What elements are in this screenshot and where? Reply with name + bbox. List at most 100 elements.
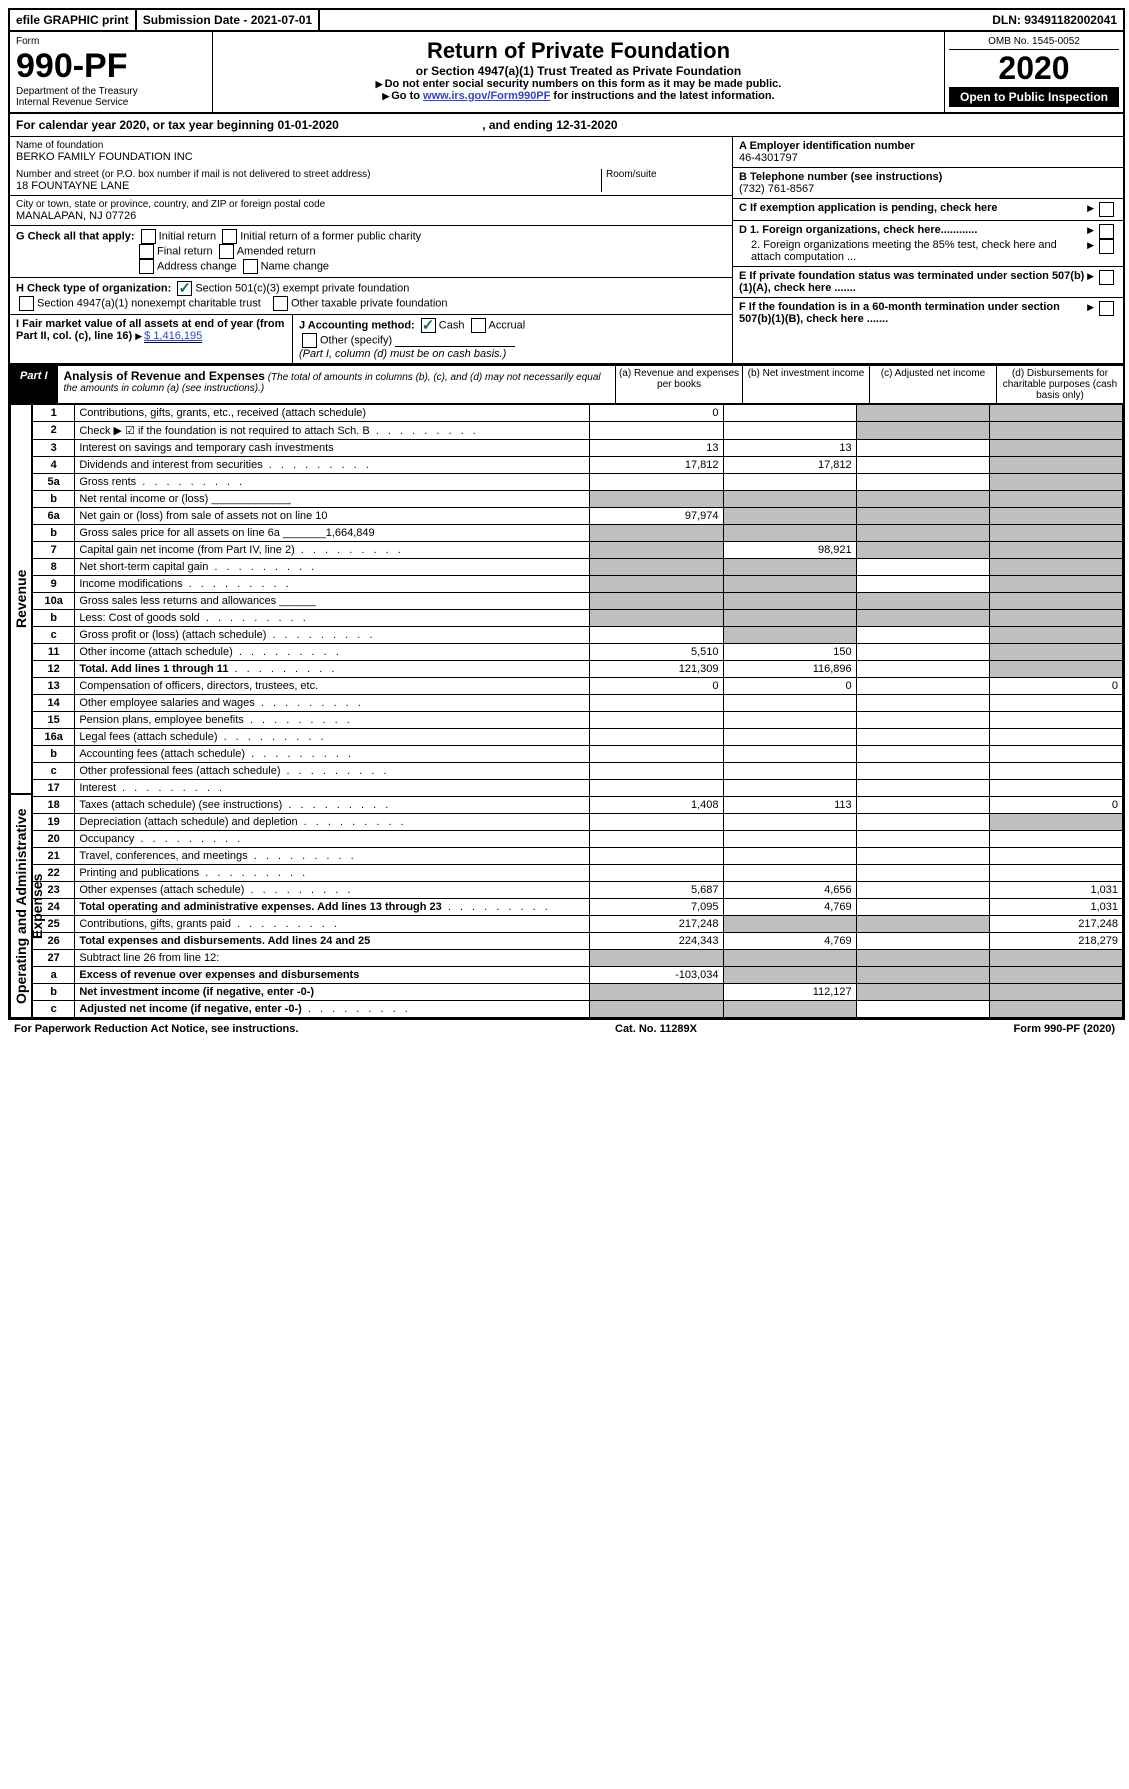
phone: (732) 761-8567 [739, 183, 814, 195]
cell-d [989, 491, 1122, 508]
phone-label: B Telephone number (see instructions) [739, 171, 942, 183]
row-number: 6a [33, 508, 75, 525]
irs-link[interactable]: www.irs.gov/Form990PF [423, 90, 550, 102]
row-number: 9 [33, 576, 75, 593]
cash-check[interactable] [421, 318, 436, 333]
501c3-check[interactable] [177, 281, 192, 296]
cell-c [856, 661, 989, 678]
row-number: 7 [33, 542, 75, 559]
cell-d [989, 695, 1122, 712]
cell-c [856, 814, 989, 831]
cell-d [989, 814, 1122, 831]
table-row: bLess: Cost of goods sold [33, 610, 1123, 627]
cell-b [723, 525, 856, 542]
final-return-check[interactable] [139, 244, 154, 259]
row-number: 11 [33, 644, 75, 661]
cell-d [989, 457, 1122, 474]
cell-c [856, 678, 989, 695]
cell-d [989, 780, 1122, 797]
4947-check[interactable] [19, 296, 34, 311]
f-check[interactable] [1099, 301, 1114, 316]
table-row: 7Capital gain net income (from Part IV, … [33, 542, 1123, 559]
e-check[interactable] [1099, 270, 1114, 285]
row-number: b [33, 491, 75, 508]
cell-a [590, 559, 723, 576]
address: 18 FOUNTAYNE LANE [16, 180, 601, 192]
row-number: c [33, 1001, 75, 1018]
other-method-check[interactable] [302, 333, 317, 348]
cell-a [590, 814, 723, 831]
table-row: 3Interest on savings and temporary cash … [33, 440, 1123, 457]
address-change-check[interactable] [139, 259, 154, 274]
cell-c [856, 627, 989, 644]
accrual-check[interactable] [471, 318, 486, 333]
table-row: aExcess of revenue over expenses and dis… [33, 967, 1123, 984]
table-row: cOther professional fees (attach schedul… [33, 763, 1123, 780]
row-number: c [33, 627, 75, 644]
cell-a [590, 695, 723, 712]
table-row: 10aGross sales less returns and allowanc… [33, 593, 1123, 610]
row-number: 5a [33, 474, 75, 491]
cell-d [989, 746, 1122, 763]
row-desc: Accounting fees (attach schedule) [75, 746, 590, 763]
dept: Department of the Treasury [16, 86, 206, 97]
cell-d [989, 848, 1122, 865]
initial-public-check[interactable] [222, 229, 237, 244]
cell-d [989, 627, 1122, 644]
city-state-zip: MANALAPAN, NJ 07726 [16, 210, 726, 222]
fmv-value[interactable]: $ 1,416,195 [144, 330, 202, 343]
cell-b: 150 [723, 644, 856, 661]
row-number: a [33, 967, 75, 984]
cell-a: -103,034 [590, 967, 723, 984]
cell-b: 116,896 [723, 661, 856, 678]
cell-b [723, 576, 856, 593]
cell-b [723, 763, 856, 780]
cell-d [989, 422, 1122, 440]
cell-a [590, 763, 723, 780]
c-check[interactable] [1099, 202, 1114, 217]
cell-a [590, 950, 723, 967]
cell-b [723, 916, 856, 933]
other-taxable-check[interactable] [273, 296, 288, 311]
addr-label: Number and street (or P.O. box number if… [16, 169, 601, 180]
name-change-check[interactable] [243, 259, 258, 274]
cell-c [856, 491, 989, 508]
cell-d [989, 967, 1122, 984]
cell-b [723, 729, 856, 746]
form-subtitle: or Section 4947(a)(1) Trust Treated as P… [219, 64, 938, 78]
open-inspection: Open to Public Inspection [949, 87, 1119, 107]
d2-check[interactable] [1099, 239, 1114, 254]
cell-d [989, 763, 1122, 780]
row-desc: Total operating and administrative expen… [75, 899, 590, 916]
cell-c [856, 593, 989, 610]
initial-return-check[interactable] [141, 229, 156, 244]
table-row: cGross profit or (loss) (attach schedule… [33, 627, 1123, 644]
d1-check[interactable] [1099, 224, 1114, 239]
form-title: Return of Private Foundation [219, 38, 938, 64]
cell-a [590, 712, 723, 729]
row-desc: Check ▶ ☑ if the foundation is not requi… [75, 422, 590, 440]
cell-c [856, 457, 989, 474]
table-row: 24Total operating and administrative exp… [33, 899, 1123, 916]
row-number: c [33, 763, 75, 780]
cell-a: 121,309 [590, 661, 723, 678]
cell-a: 0 [590, 405, 723, 422]
dln: DLN: 93491182002041 [986, 10, 1123, 30]
instruction-1: Do not enter social security numbers on … [219, 78, 938, 90]
row-number: 15 [33, 712, 75, 729]
cell-c [856, 405, 989, 422]
header-left: Form 990-PF Department of the Treasury I… [10, 32, 213, 112]
row-number: 17 [33, 780, 75, 797]
cell-c [856, 644, 989, 661]
cell-d [989, 542, 1122, 559]
cell-a: 5,510 [590, 644, 723, 661]
cell-c [856, 1001, 989, 1018]
row-number: 8 [33, 559, 75, 576]
table-row: 5aGross rents [33, 474, 1123, 491]
table-row: 13Compensation of officers, directors, t… [33, 678, 1123, 695]
row-desc: Less: Cost of goods sold [75, 610, 590, 627]
cell-b: 4,769 [723, 933, 856, 950]
cell-b [723, 627, 856, 644]
table-row: 20Occupancy [33, 831, 1123, 848]
amended-check[interactable] [219, 244, 234, 259]
